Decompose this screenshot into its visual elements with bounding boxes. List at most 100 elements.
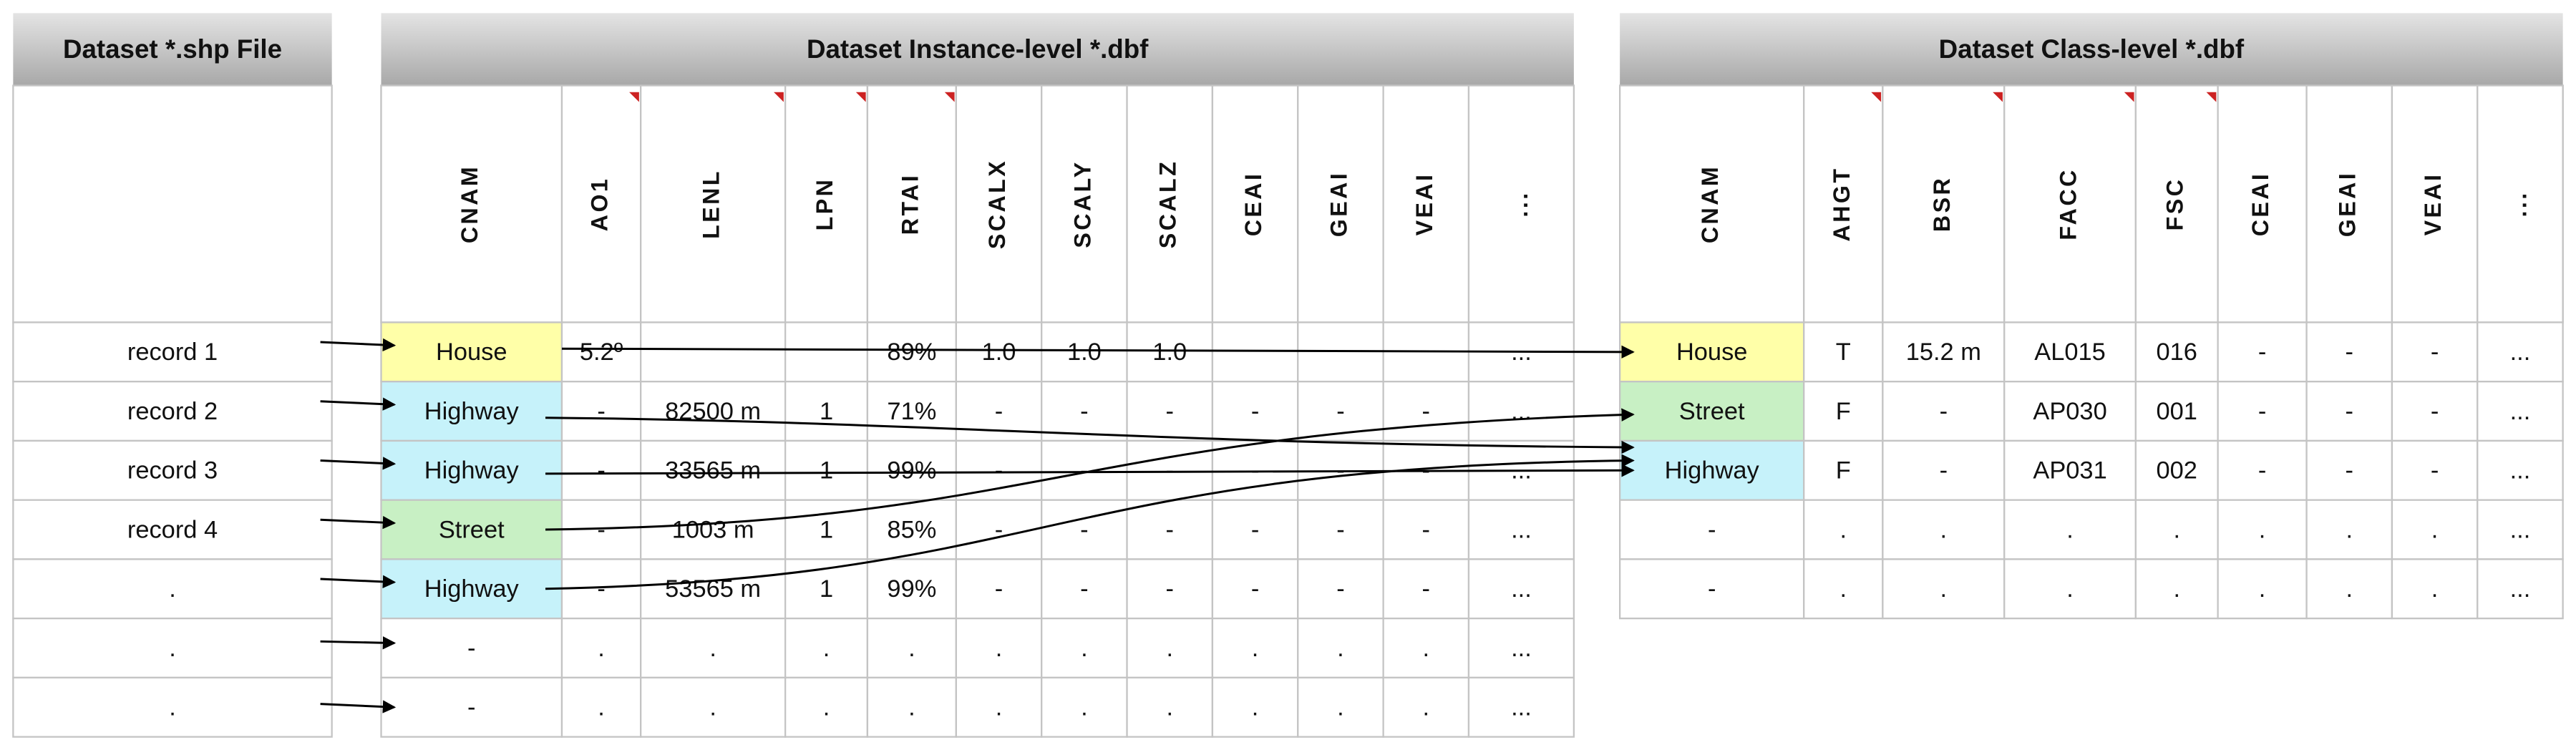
cell [380,321,563,383]
cell-text: 1 [820,457,833,484]
cell [380,381,563,442]
cell-text: 001 [2157,398,2197,425]
title-band [381,13,1574,86]
cell-text: 1.0 [982,339,1016,366]
cell-text: Highway [1665,457,1760,484]
column-header: VEAI [1411,172,1437,236]
cell [640,381,787,442]
cell-text: . [1940,516,1948,543]
cell-text: . [2066,516,2074,543]
cell-text: . [2346,516,2353,543]
cell-text: . [1337,694,1344,721]
column-header: CEAI [1240,172,1266,237]
cell-text: - [2346,398,2353,425]
cell-text: . [598,694,605,721]
cell [1882,499,2006,560]
cell [12,439,333,501]
cell [2003,321,2137,383]
header-cell [2305,84,2393,323]
column-header: BSR [1929,176,1955,232]
cell [1467,617,1575,679]
cell-text: - [1080,398,1088,425]
cell-text: 15.2 m [1906,339,1981,366]
cell [2477,558,2564,620]
arrow [320,397,397,411]
cell-text: . [1840,516,1847,543]
cell-text: record 4 [127,516,218,543]
cell-text: . [2173,516,2180,543]
header-row [12,84,333,323]
cell-text: . [2259,575,2266,603]
cell [1041,499,1128,560]
cell-text: - [1080,575,1088,603]
cell [1803,558,1884,620]
cell [955,499,1043,560]
cell-text: . [823,694,830,721]
cell [1211,558,1299,620]
cell-text: - [995,398,1003,425]
cell-text: record 1 [127,339,218,366]
cell-text: . [996,694,1003,721]
cell [2305,381,2393,442]
cell-text: 71% [887,398,936,425]
header-cell [1618,84,1805,323]
cell [1382,381,1470,442]
cell-text: . [2173,575,2180,603]
cell-text: - [2258,398,2266,425]
cell [955,617,1043,679]
cell [2003,439,2137,501]
cell [1126,381,1214,442]
cell-text: - [597,398,605,425]
cell-text: . [823,635,830,662]
header-cell [784,84,869,323]
cell-text: Street [439,516,505,543]
cell-text: 53565 m [665,575,761,603]
cell-text: . [1840,575,1847,603]
cell-text: . [1252,694,1259,721]
cell-text: - [995,457,1003,484]
cell [12,381,333,442]
cell [2305,499,2393,560]
column-header: CEAI [2247,172,2273,237]
column-header: FSC [2162,177,2188,231]
cell [1882,321,2006,383]
cell-text: ... [2510,398,2531,425]
tables: Dataset *.shp File record 1 record 2 record… [12,13,2564,738]
cell [1882,558,2006,620]
cell-text: - [2346,457,2353,484]
cell [640,558,787,620]
cell [1803,381,1884,442]
arrow [320,700,397,714]
arrow [545,417,1635,454]
cell-text: Highway [424,575,520,603]
cell [2217,381,2308,442]
cell [640,499,787,560]
cell-text: AP030 [2033,398,2106,425]
cell-text: AP031 [2033,457,2106,484]
cell-text: House [436,339,507,366]
cell-text: - [1940,398,1948,425]
cell [1467,381,1575,442]
cell-text: - [2258,457,2266,484]
cell-text: 89% [887,339,936,366]
cell-text: 1 [820,516,833,543]
arrow [320,636,397,650]
cell-text: ... [2510,516,2531,543]
cell [2134,381,2219,442]
cell-text: 1.0 [1152,339,1187,366]
cell [1126,676,1214,738]
cell-text: 85% [887,516,936,543]
cell-text: T [1836,339,1851,366]
cell-text: 5.2º [580,339,623,366]
cell [955,676,1043,738]
cell-text: - [1422,516,1430,543]
cell-text: - [1708,516,1716,543]
cell-text: - [2431,457,2439,484]
arrow [320,338,397,352]
cell-text: . [2066,575,2074,603]
cell-text: . [996,635,1003,662]
cell-text: record 3 [127,457,218,484]
cell [2134,439,2219,501]
cell-text: - [1080,457,1088,484]
cell-text: - [995,516,1003,543]
